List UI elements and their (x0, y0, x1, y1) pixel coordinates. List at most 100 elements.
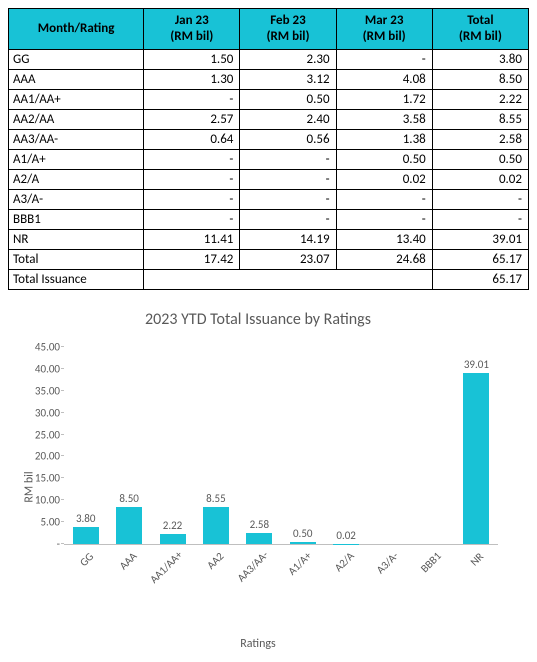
row-label: AA2/AA (9, 110, 144, 130)
cell-value: 13.40 (336, 230, 432, 250)
x-tick-label: A1/A+ (285, 549, 314, 578)
x-axis-label: Ratings (8, 637, 508, 651)
cell-value: 11.41 (144, 230, 240, 250)
plot-area: 3.808.502.228.552.580.500.0239.01 -5.001… (64, 347, 498, 545)
bar-value-label: 8.55 (206, 492, 226, 507)
y-tick-label: 45.00 (35, 341, 64, 354)
cell-value: 2.57 (144, 110, 240, 130)
cell-value: 14.19 (240, 230, 336, 250)
cell-value: - (240, 190, 336, 210)
cell-value: - (336, 50, 432, 70)
cell-value: - (240, 150, 336, 170)
x-tick-label: BBB1 (418, 549, 444, 575)
y-tick-label: 30.00 (35, 406, 64, 419)
cell-value: - (240, 170, 336, 190)
bar: 8.50 (116, 507, 142, 544)
bar: 2.58 (246, 533, 272, 544)
issuance-label: Total Issuance (9, 270, 144, 290)
table-row: A3/A----- (9, 190, 529, 210)
col-header: Month/Rating (9, 9, 144, 50)
cell-value: 4.08 (336, 70, 432, 90)
bar-value-label: 39.01 (464, 358, 489, 373)
bar-value-label: 0.50 (293, 527, 313, 542)
cell-value: 0.50 (240, 90, 336, 110)
total-row: Total17.4223.0724.6865.17 (9, 250, 529, 270)
issuance-chart: 2023 YTD Total Issuance by Ratings RM bi… (8, 310, 508, 651)
bar: 3.80 (73, 527, 99, 544)
row-label: A2/A (9, 170, 144, 190)
row-label: AAA (9, 70, 144, 90)
cell-value: 3.58 (336, 110, 432, 130)
cell-value: - (240, 210, 336, 230)
bar: 39.01 (463, 373, 489, 544)
bar-slot: 2.22 (151, 347, 194, 544)
x-tick-label: AAA (117, 550, 140, 573)
cell-value: - (432, 190, 528, 210)
table-row: AA3/AA-0.640.561.382.58 (9, 130, 529, 150)
cell-value: 0.50 (432, 150, 528, 170)
bar-value-label: 8.50 (119, 492, 139, 507)
bar-slot (368, 347, 411, 544)
chart-title: 2023 YTD Total Issuance by Ratings (8, 310, 508, 329)
bar-slot: 8.50 (107, 347, 150, 544)
cell-value: 2.30 (240, 50, 336, 70)
bar-slot: 3.80 (64, 347, 107, 544)
y-tick-label: 5.00 (40, 516, 64, 529)
row-label: A3/A- (9, 190, 144, 210)
cell-value: 3.80 (432, 50, 528, 70)
cell-value: 39.01 (432, 230, 528, 250)
total-label: Total (9, 250, 144, 270)
cell-value: 1.72 (336, 90, 432, 110)
bar-value-label: 3.80 (76, 512, 96, 527)
x-tick-label: A3/A- (373, 549, 400, 576)
x-tick-label: AA2 (204, 550, 226, 572)
cell-value: 2.58 (432, 130, 528, 150)
bar-slot: 39.01 (455, 347, 498, 544)
row-label: AA1/AA+ (9, 90, 144, 110)
cell-value: - (144, 190, 240, 210)
bar-slot: 2.58 (238, 347, 281, 544)
y-tick-label: - (57, 538, 64, 551)
bar: 0.50 (290, 542, 316, 544)
x-tick-label: A2/A (332, 549, 357, 574)
table-header-row: Month/Rating Jan 23(RM bil) Feb 23(RM bi… (9, 9, 529, 50)
col-header: Feb 23(RM bil) (240, 9, 336, 50)
bar-value-label: 2.58 (250, 518, 270, 533)
y-tick-label: 35.00 (35, 384, 64, 397)
cell-value: 3.12 (240, 70, 336, 90)
bar-slot: 0.02 (324, 347, 367, 544)
cell-value: - (144, 150, 240, 170)
y-tick-label: 10.00 (35, 494, 64, 507)
bar-slot: 8.55 (194, 347, 237, 544)
issuance-row: Total Issuance65.17 (9, 270, 529, 290)
cell-value: 8.55 (432, 110, 528, 130)
bar-slot (411, 347, 454, 544)
x-tick-label: AA1/AA+ (147, 548, 185, 586)
bar: 2.22 (160, 534, 186, 544)
y-tick-label: 25.00 (35, 428, 64, 441)
table-row: AA1/AA+-0.501.722.22 (9, 90, 529, 110)
cell-value: 0.02 (432, 170, 528, 190)
total-value: 24.68 (336, 250, 432, 270)
row-label: AA3/AA- (9, 130, 144, 150)
cell-value: 2.40 (240, 110, 336, 130)
total-value: 65.17 (432, 250, 528, 270)
col-header: Jan 23(RM bil) (144, 9, 240, 50)
row-label: A1/A+ (9, 150, 144, 170)
cell-value: - (336, 190, 432, 210)
cell-value: 0.56 (240, 130, 336, 150)
bar-value-label: 2.22 (163, 519, 183, 534)
cell-value: 2.22 (432, 90, 528, 110)
cell-value: 0.50 (336, 150, 432, 170)
table-row: A2/A--0.020.02 (9, 170, 529, 190)
col-header: Total(RM bil) (432, 9, 528, 50)
total-value: 23.07 (240, 250, 336, 270)
cell-value: 1.50 (144, 50, 240, 70)
table-row: NR11.4114.1913.4039.01 (9, 230, 529, 250)
col-header: Mar 23(RM bil) (336, 9, 432, 50)
x-tick-label: NR (468, 550, 486, 568)
x-tick-label: AA3/AA- (235, 548, 271, 584)
cell-value: - (144, 210, 240, 230)
row-label: BBB1 (9, 210, 144, 230)
cell-value: - (336, 210, 432, 230)
